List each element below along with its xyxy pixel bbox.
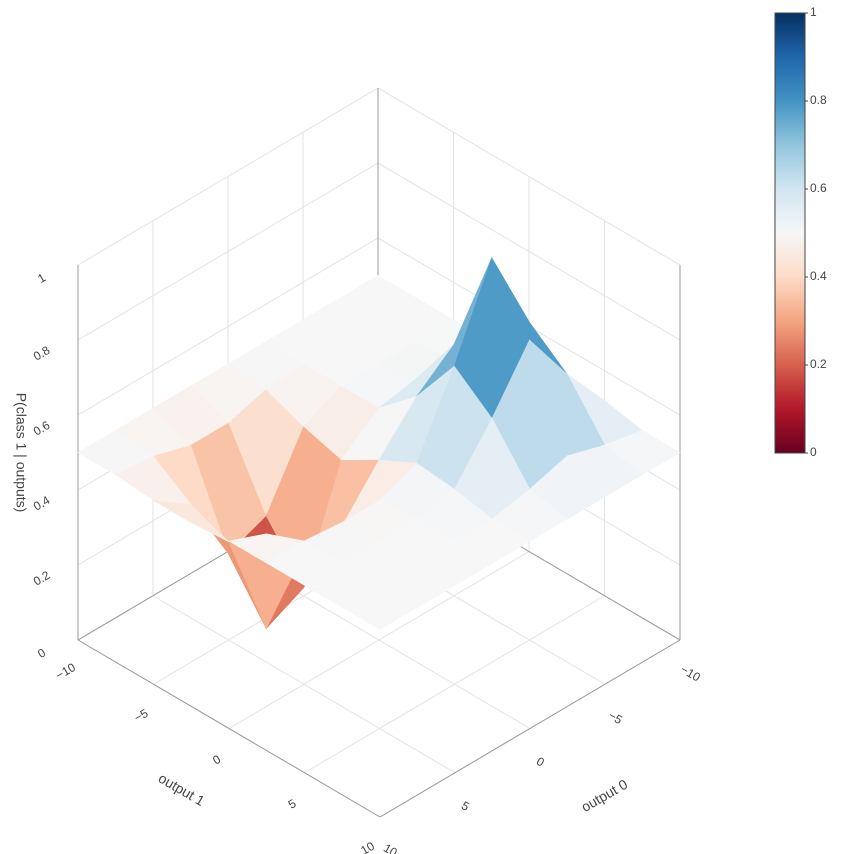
y-tick-label: 0 xyxy=(210,752,223,768)
y-tick-label: −10 xyxy=(53,660,78,682)
grid-line xyxy=(228,551,530,729)
grid-line xyxy=(77,237,379,416)
y-tick-label: −5 xyxy=(132,706,151,725)
x-tick-label: 0 xyxy=(534,754,547,770)
y-tick-label: 5 xyxy=(286,796,299,812)
z-tick-label: 0 xyxy=(35,645,48,661)
z-tick-label: 0.4 xyxy=(31,493,53,514)
y-tick-label: 10 xyxy=(358,839,377,854)
x-tick-label: −10 xyxy=(678,662,703,684)
x-axis-title: output 0 xyxy=(578,776,630,815)
x-tick-label: 5 xyxy=(459,798,472,814)
colorbar-tick-label: 0.2 xyxy=(810,357,827,371)
colorbar-tick-label: 0.8 xyxy=(810,93,827,107)
z-tick-label: 0.2 xyxy=(31,568,53,589)
grid-line xyxy=(77,87,379,266)
grid-line xyxy=(377,87,681,266)
grid-line xyxy=(77,162,379,341)
colorbar-tick-label: 0.6 xyxy=(810,181,827,195)
colorbar-tick-label: 0.4 xyxy=(810,269,827,283)
z-axis-title: P(class 1 | outputs) xyxy=(13,393,29,513)
axis-line xyxy=(77,639,381,818)
grid-line xyxy=(304,595,605,774)
axis-line xyxy=(379,639,681,818)
z-tick-label: 1 xyxy=(35,270,48,286)
x-tick-label: −5 xyxy=(606,708,625,727)
scene: −10 −5 0 5 10 −10 −5 0 5 10 0 0.2 0.4 0.6 0.8 1 output 0… xyxy=(13,87,703,854)
colorbar-tick-label: 0 xyxy=(810,445,817,459)
colorbar xyxy=(774,12,806,454)
y-axis-title: output 1 xyxy=(156,770,208,809)
colorbar-tick-label: 1 xyxy=(810,5,817,19)
z-tick-label: 0.6 xyxy=(31,418,53,439)
surface-cell xyxy=(341,584,419,630)
grid-line xyxy=(377,162,681,341)
x-tick-label: 10 xyxy=(381,841,400,854)
z-tick-label: 0.8 xyxy=(31,343,53,364)
